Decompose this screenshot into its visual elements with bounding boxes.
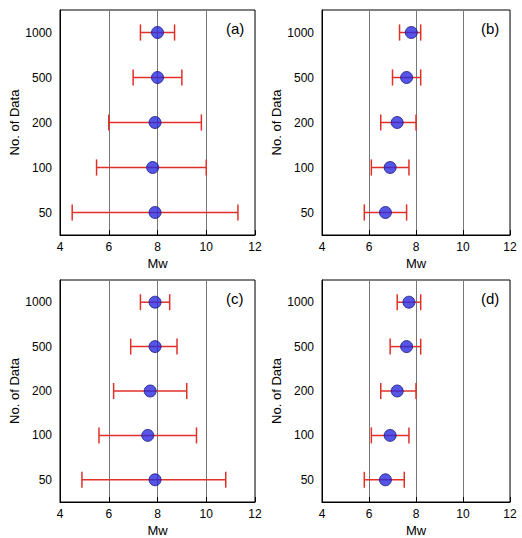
svg-text:500: 500 (294, 340, 314, 354)
svg-text:No. of Data: No. of Data (7, 357, 22, 424)
svg-text:6: 6 (105, 240, 112, 254)
svg-text:No. of Data: No. of Data (7, 89, 22, 156)
svg-text:(d): (d) (481, 290, 499, 307)
svg-text:50: 50 (39, 206, 53, 220)
svg-text:500: 500 (294, 71, 314, 85)
svg-text:12: 12 (248, 240, 262, 254)
svg-text:(b): (b) (481, 20, 499, 37)
svg-text:50: 50 (39, 473, 53, 487)
svg-text:12: 12 (248, 507, 262, 521)
svg-text:500: 500 (32, 340, 52, 354)
svg-text:4: 4 (57, 507, 64, 521)
svg-text:1000: 1000 (287, 26, 314, 40)
svg-text:100: 100 (32, 428, 52, 442)
svg-text:4: 4 (319, 240, 326, 254)
svg-text:100: 100 (294, 428, 314, 442)
svg-text:200: 200 (294, 384, 314, 398)
svg-text:100: 100 (32, 161, 52, 175)
svg-text:10: 10 (200, 507, 214, 521)
svg-text:Mw: Mw (406, 523, 427, 538)
svg-text:10: 10 (456, 507, 470, 521)
svg-text:Mw: Mw (406, 256, 427, 271)
svg-text:4: 4 (57, 240, 64, 254)
svg-text:6: 6 (366, 240, 373, 254)
svg-text:1000: 1000 (25, 26, 52, 40)
svg-text:8: 8 (413, 507, 420, 521)
svg-text:Mw: Mw (147, 256, 168, 271)
svg-text:8: 8 (413, 240, 420, 254)
svg-text:500: 500 (32, 71, 52, 85)
svg-text:4: 4 (319, 507, 326, 521)
svg-text:Mw: Mw (147, 523, 168, 538)
svg-text:6: 6 (366, 507, 373, 521)
svg-text:No. of Data: No. of Data (269, 357, 284, 424)
svg-text:12: 12 (503, 507, 517, 521)
svg-text:8: 8 (154, 240, 161, 254)
svg-text:1000: 1000 (25, 295, 52, 309)
svg-text:50: 50 (301, 206, 315, 220)
svg-text:10: 10 (456, 240, 470, 254)
svg-text:12: 12 (503, 240, 517, 254)
svg-text:200: 200 (32, 116, 52, 130)
svg-text:8: 8 (154, 507, 161, 521)
svg-text:(a): (a) (226, 20, 244, 37)
svg-text:100: 100 (294, 161, 314, 175)
svg-text:No. of Data: No. of Data (269, 89, 284, 156)
svg-text:200: 200 (294, 116, 314, 130)
svg-text:6: 6 (105, 507, 112, 521)
svg-text:1000: 1000 (287, 295, 314, 309)
svg-text:50: 50 (301, 473, 315, 487)
svg-text:10: 10 (200, 240, 214, 254)
svg-text:(c): (c) (226, 290, 244, 307)
svg-text:200: 200 (32, 384, 52, 398)
